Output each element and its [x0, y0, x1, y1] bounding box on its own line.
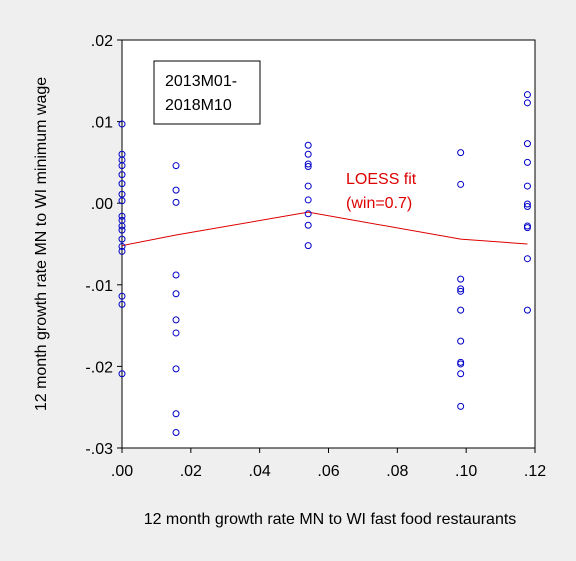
scatter-point — [172, 271, 180, 279]
scatter-point — [304, 141, 312, 149]
scatter-points — [118, 91, 531, 436]
scatter-point — [304, 210, 312, 218]
scatter-point — [118, 247, 126, 255]
loess-label-line-1: LOESS fit — [346, 171, 417, 188]
scatter-point — [457, 402, 465, 410]
scatter-point — [523, 200, 531, 208]
scatter-point — [523, 306, 531, 314]
x-tick-label: .12 — [524, 463, 546, 480]
loess-fit-line — [121, 211, 528, 247]
scatter-point — [304, 160, 312, 168]
x-axis-title: 12 month growth rate MN to WI fast food … — [144, 511, 517, 528]
scatter-point — [118, 370, 126, 378]
scatter-point — [523, 158, 531, 166]
x-tick-label: .02 — [180, 463, 202, 480]
scatter-point — [118, 120, 126, 128]
scatter-point — [457, 149, 465, 157]
scatter-point — [172, 428, 180, 436]
scatter-point — [304, 242, 312, 250]
y-tick-label: -.01 — [85, 278, 113, 295]
x-axis-ticks: .00 .02 .04 .06 .08 .10 .12 — [111, 448, 546, 480]
scatter-point — [172, 290, 180, 298]
scatter-point — [523, 140, 531, 148]
scatter-point — [457, 337, 465, 345]
scatter-point — [457, 285, 465, 293]
scatter-point — [118, 190, 126, 198]
loess-label-line-2: (win=0.7) — [346, 195, 412, 212]
scatter-point — [118, 292, 126, 300]
scatter-point — [304, 196, 312, 204]
y-axis-ticks: -.03 -.02 -.01 .00 .01 .02 — [85, 33, 122, 458]
scatter-point — [172, 365, 180, 373]
scatter-point — [118, 242, 126, 250]
y-tick-label: .02 — [91, 33, 113, 50]
y-tick-label: -.02 — [85, 359, 113, 376]
loess-label: LOESS fit (win=0.7) — [346, 171, 417, 212]
x-tick-label: .04 — [249, 463, 271, 480]
date-range-line-2: 2018M10 — [165, 97, 232, 114]
scatter-point — [172, 316, 180, 324]
scatter-point — [118, 212, 126, 220]
date-range-box: 2013M01- 2018M10 — [153, 60, 261, 125]
scatter-point — [457, 180, 465, 188]
x-tick-label: .10 — [455, 463, 477, 480]
scatter-point — [457, 360, 465, 368]
scatter-point — [118, 226, 126, 234]
scatter-point — [523, 224, 531, 232]
scatter-point — [304, 221, 312, 229]
scatter-point — [457, 287, 465, 295]
scatter-point — [118, 162, 126, 170]
scatter-point — [118, 180, 126, 188]
scatter-point — [523, 255, 531, 263]
scatter-point — [523, 202, 531, 210]
date-range-line-1: 2013M01- — [165, 73, 237, 90]
scatter-point — [457, 306, 465, 314]
scatter-point — [523, 99, 531, 107]
scatter-point — [118, 197, 126, 205]
scatter-point — [118, 222, 126, 230]
scatter-point — [523, 182, 531, 190]
scatter-point — [118, 300, 126, 308]
y-tick-label: .01 — [91, 115, 113, 132]
y-tick-label: -.03 — [85, 441, 113, 458]
scatter-point — [172, 198, 180, 206]
scatter-point — [172, 186, 180, 194]
scatter-point — [118, 171, 126, 179]
scatter-point — [304, 162, 312, 170]
scatter-point — [172, 162, 180, 170]
y-tick-label: .00 — [91, 196, 113, 213]
x-tick-label: .08 — [386, 463, 408, 480]
scatter-point — [304, 182, 312, 190]
y-axis-title: 12 month growth rate MN to WI minimum wa… — [33, 77, 50, 411]
scatter-point — [172, 410, 180, 418]
scatter-point — [172, 329, 180, 337]
scatter-point — [457, 370, 465, 378]
scatter-point — [457, 275, 465, 283]
x-tick-label: .06 — [317, 463, 339, 480]
scatter-point — [304, 150, 312, 158]
scatter-point — [118, 235, 126, 243]
scatter-point — [523, 91, 531, 99]
x-tick-label: .00 — [111, 463, 133, 480]
date-range-box-frame — [153, 60, 261, 125]
